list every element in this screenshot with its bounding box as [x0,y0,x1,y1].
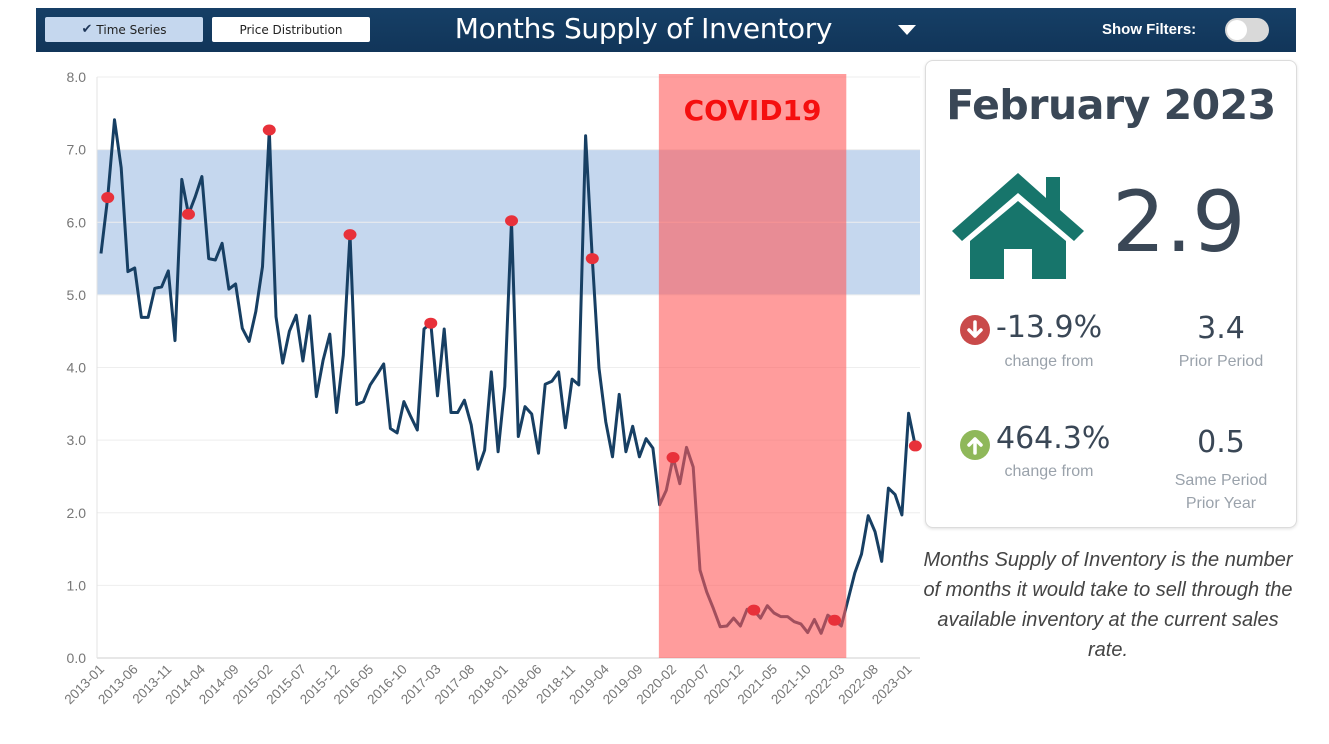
tab-price-distribution[interactable]: Price Distribution [212,17,370,42]
same-period-label: Same Period [1174,472,1268,489]
tab-time-series[interactable]: ✔ Time Series [45,17,203,42]
arrow-down-circle-icon [960,315,990,345]
y-tick-label: 4.0 [67,360,87,376]
covid-band [658,74,847,658]
time-series-chart: 0.01.02.03.04.05.06.07.08.02013-012013-0… [61,69,922,707]
metric-description: Months Supply of Inventory is the number… [923,549,1293,661]
toggle-knob [1227,20,1247,40]
february-marker [666,452,680,464]
february-marker [585,253,599,265]
february-marker [505,215,519,227]
period-title: February 2023 [946,81,1276,129]
y-tick-label: 6.0 [67,214,87,230]
change-from-label: change from [1004,353,1094,370]
february-marker [343,229,357,241]
february-marker [181,208,195,220]
change-prior-period: -13.9% [996,310,1103,345]
y-tick-label: 1.0 [67,577,87,593]
february-marker [101,192,115,204]
y-tick-label: 0.0 [67,650,87,666]
february-marker [424,317,438,329]
y-tick-label: 5.0 [67,287,87,303]
change-from-label: change from [1004,463,1094,480]
house-icon [952,173,1084,279]
current-value: 2.9 [1112,173,1246,271]
y-tick-label: 2.0 [67,505,87,521]
y-tick-label: 8.0 [67,69,87,85]
header-bar: ✔ Time Series Price Distribution Months S… [36,8,1296,52]
show-filters-toggle[interactable] [1225,18,1269,42]
summary-panel: February 2023 2.9 -13.9% change from 3.4… [925,60,1297,528]
february-marker [828,614,842,626]
same-period-value: 0.5 [1197,425,1245,460]
page-title: Months Supply of Inventory [454,12,833,45]
change-same-period: 464.3% [996,421,1111,456]
checkmark-icon: ✔ [81,22,93,37]
tab-time-series-label: Time Series [96,22,167,37]
metric-dropdown-chevron-down-icon[interactable] [898,25,916,35]
arrow-up-circle-icon [960,430,990,460]
y-tick-label: 3.0 [67,432,87,448]
show-filters-label: Show Filters: [1102,21,1197,38]
february-marker [908,440,922,452]
covid-label: COVID19 [684,94,822,127]
prior-period-label: Prior Period [1178,353,1264,370]
february-marker [747,604,761,616]
february-marker [262,124,276,136]
y-tick-label: 7.0 [67,142,87,158]
prior-year-label: Prior Year [1185,495,1257,512]
prior-period-value: 3.4 [1197,311,1245,346]
